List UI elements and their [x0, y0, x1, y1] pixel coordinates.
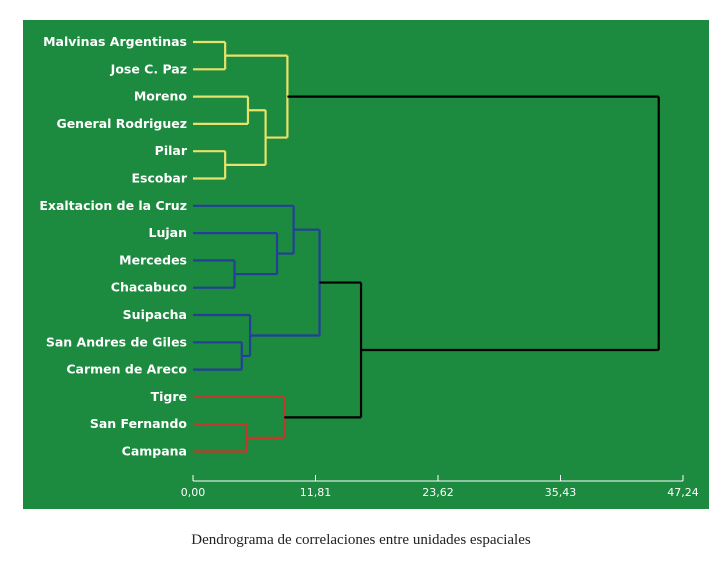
dendrogram-link: [193, 232, 279, 276]
leaf-label: Jose C. Paz: [110, 61, 187, 76]
leaf-label: Campana: [122, 444, 187, 459]
dendrogram-chart: Malvinas Argentinas Jose C. Paz Moreno Gene…: [39, 34, 699, 499]
leaf-label: Lujan: [149, 225, 187, 240]
dendrogram-link: [193, 341, 243, 371]
leaf-label: Malvinas Argentinas: [43, 34, 187, 49]
leaf-label: Exaltacion de la Cruz: [39, 198, 187, 213]
leaf-label: San Fernando: [90, 416, 188, 431]
leaf-label: Escobar: [131, 171, 187, 186]
dendrogram-link: [193, 40, 227, 71]
leaf-label: Tigre: [151, 389, 187, 404]
x-tick-label: 0,00: [181, 486, 206, 499]
dendrogram-link: [193, 259, 236, 289]
leaf-label: General Rodriguez: [56, 116, 187, 131]
dendrogram-link: [193, 395, 286, 439]
dendrogram-link: [193, 423, 249, 453]
leaf-label: Carmen de Areco: [66, 362, 187, 377]
dendrogram-link: [284, 281, 363, 419]
leaf-label: Moreno: [134, 89, 188, 104]
leaf-label: San Andres de Giles: [46, 334, 187, 349]
leaf-label: Chacabuco: [111, 280, 188, 295]
dendrogram-link: [287, 95, 660, 352]
chart-panel: Malvinas Argentinas Jose C. Paz Moreno Gene…: [23, 20, 709, 509]
leaf-label: Suipacha: [123, 307, 187, 322]
dendrogram-link: [193, 204, 295, 255]
dendrogram-link: [193, 95, 250, 126]
x-tick-label: 23,62: [422, 486, 454, 499]
leaf-label: Mercedes: [119, 252, 187, 267]
x-tick-label: 35,43: [545, 486, 577, 499]
leaf-label: Pilar: [155, 143, 188, 158]
x-tick-label: 47,24: [667, 486, 699, 499]
dendrogram-link: [225, 109, 267, 166]
figure-caption: Dendrograma de correlaciones entre unida…: [191, 532, 531, 548]
x-tick-label: 11,81: [300, 486, 332, 499]
dendrogram-link: [250, 228, 321, 337]
dendrogram-link: [193, 150, 227, 180]
